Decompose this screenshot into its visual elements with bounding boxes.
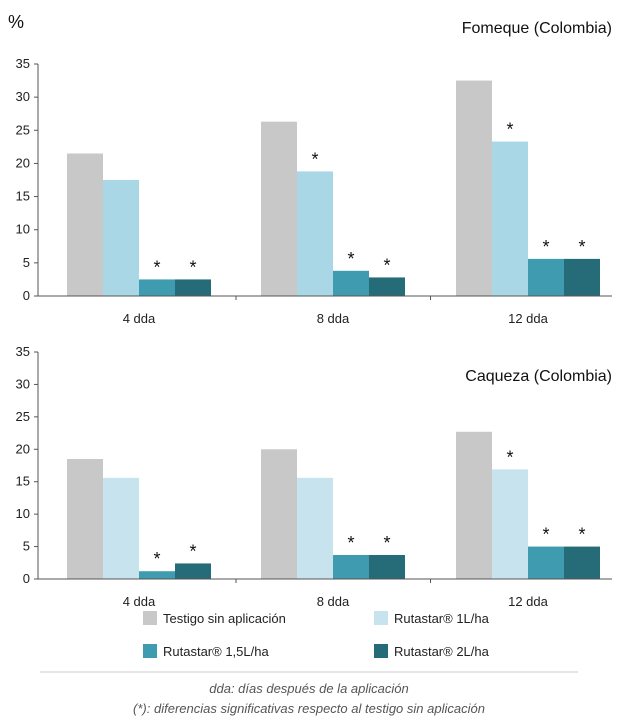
- chart-title: Fomeque (Colombia): [462, 20, 612, 37]
- significance-star: *: [506, 447, 513, 467]
- bar-testigo: [456, 432, 492, 579]
- x-category-label: 8 dda: [317, 594, 350, 609]
- x-category-label: 4 dda: [123, 594, 156, 609]
- bar-rutastar-1l: [297, 171, 333, 296]
- y-tick-label: 0: [23, 288, 30, 303]
- footnote-dda: dda: días después de la aplicación: [209, 681, 408, 696]
- significance-star: *: [542, 525, 549, 545]
- y-tick-label: 10: [16, 222, 30, 237]
- significance-star: *: [578, 237, 585, 257]
- bar-rutastar-1l: [492, 469, 528, 579]
- legend-swatch-testigo: [143, 611, 157, 625]
- bar-testigo: [261, 122, 297, 296]
- bar-rutastar-2l: [175, 279, 211, 296]
- bar-rutastar-1-5l: [139, 571, 175, 579]
- legend-label-rutastar-1-5l: Rutastar® 1,5L/ha: [163, 644, 269, 659]
- significance-star: *: [383, 255, 390, 275]
- legend-label-testigo: Testigo sin aplicación: [163, 611, 286, 626]
- significance-star: *: [153, 257, 160, 277]
- x-category-labels: 4 dda 8 dda 12 dda: [123, 296, 549, 326]
- chart-caqueza: Caqueza (Colombia) 0 5 10 15 20 25 30 35 * * * * * *…: [16, 344, 612, 609]
- y-ticks: 0 5 10 15 20 25 30 35: [16, 56, 38, 303]
- y-tick-label: 25: [16, 409, 30, 424]
- significance-star: *: [383, 533, 390, 553]
- significance-star: *: [506, 120, 513, 140]
- x-category-label: 4 dda: [123, 311, 156, 326]
- y-tick-label: 30: [16, 89, 30, 104]
- bar-rutastar-1-5l: [528, 259, 564, 296]
- significance-star: *: [189, 257, 196, 277]
- significance-star: *: [153, 549, 160, 569]
- x-category-label: 8 dda: [317, 311, 350, 326]
- bar-rutastar-1-5l: [333, 555, 369, 579]
- bar-rutastar-1-5l: [139, 279, 175, 296]
- significance-star: *: [542, 237, 549, 257]
- y-tick-label: 30: [16, 376, 30, 391]
- bar-rutastar-2l: [369, 277, 405, 296]
- legend-swatch-rutastar-1-5l: [143, 644, 157, 658]
- footnote-significance: (*): diferencias significativas respecto…: [133, 701, 485, 716]
- y-tick-label: 20: [16, 441, 30, 456]
- significance-star: *: [578, 525, 585, 545]
- bar-rutastar-1l: [103, 478, 139, 579]
- y-tick-label: 20: [16, 155, 30, 170]
- y-tick-label: 10: [16, 506, 30, 521]
- bar-testigo: [67, 153, 103, 296]
- bar-rutastar-1-5l: [333, 271, 369, 296]
- bar-rutastar-2l: [564, 259, 600, 296]
- x-category-label: 12 dda: [508, 594, 549, 609]
- chart-fomeque: % Fomeque (Colombia) 0 5 10 15 20 25 30 35 * * * *…: [8, 12, 612, 326]
- bar-testigo: [67, 459, 103, 579]
- y-tick-label: 15: [16, 189, 30, 204]
- y-tick-label: 35: [16, 56, 30, 71]
- y-tick-label: 5: [23, 539, 30, 554]
- bar-testigo: [456, 81, 492, 296]
- bar-testigo: [261, 449, 297, 579]
- bar-rutastar-2l: [369, 555, 405, 579]
- y-axis-unit: %: [8, 12, 24, 32]
- bar-rutastar-2l: [564, 547, 600, 579]
- significance-star: *: [311, 149, 318, 169]
- x-category-label: 12 dda: [508, 311, 549, 326]
- legend-swatch-rutastar-1l: [374, 611, 388, 625]
- legend: Testigo sin aplicación Rutastar® 1L/ha R…: [143, 611, 490, 659]
- legend-swatch-rutastar-2l: [374, 644, 388, 658]
- bar-rutastar-1l: [297, 478, 333, 579]
- legend-label-rutastar-1l: Rutastar® 1L/ha: [394, 611, 490, 626]
- y-ticks: 0 5 10 15 20 25 30 35: [16, 344, 38, 586]
- significance-star: *: [347, 249, 354, 269]
- significance-star: *: [189, 541, 196, 561]
- y-tick-label: 25: [16, 122, 30, 137]
- significance-star: *: [347, 533, 354, 553]
- bars: [67, 432, 600, 579]
- legend-label-rutastar-2l: Rutastar® 2L/ha: [394, 644, 490, 659]
- y-tick-label: 15: [16, 474, 30, 489]
- bar-rutastar-2l: [175, 563, 211, 579]
- y-tick-label: 0: [23, 571, 30, 586]
- bar-rutastar-1l: [492, 142, 528, 296]
- chart-title: Caqueza (Colombia): [465, 368, 612, 385]
- bar-rutastar-1l: [103, 180, 139, 296]
- x-category-labels: 4 dda 8 dda 12 dda: [123, 579, 549, 609]
- y-tick-label: 5: [23, 255, 30, 270]
- bar-rutastar-1-5l: [528, 547, 564, 579]
- bars: [67, 81, 600, 296]
- y-tick-label: 35: [16, 344, 30, 359]
